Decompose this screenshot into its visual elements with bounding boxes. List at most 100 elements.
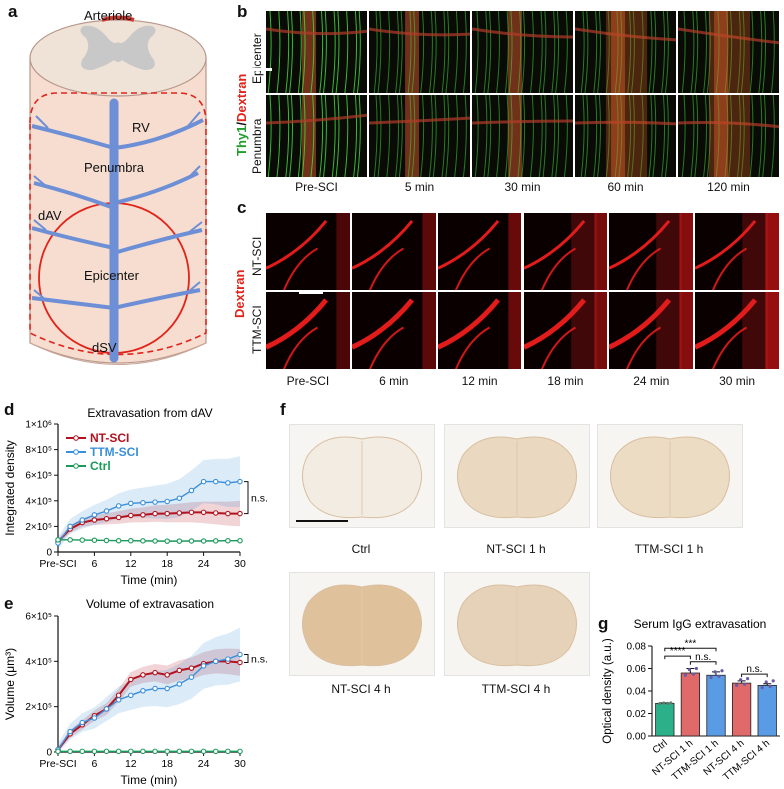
tissue-section [444, 572, 590, 676]
panel-c-letter: c [237, 198, 247, 217]
data-point-ttm-sci [200, 478, 207, 485]
data-dot [669, 701, 673, 705]
micrograph-texture [695, 213, 779, 290]
scale-bar-f [296, 520, 348, 522]
data-dot [709, 675, 713, 680]
time-label-b: 5 min [404, 180, 435, 194]
data-point-ctrl [200, 538, 207, 544]
micrograph-texture [369, 95, 470, 177]
label-arteriole: Arteriole [84, 8, 133, 23]
section-label: Ctrl [351, 542, 371, 556]
stain-thy1: Thy1 [234, 125, 249, 156]
x-axis-label: Time (min) [121, 573, 178, 587]
tissue-section-shape [457, 436, 577, 519]
panel-c-micrographs [265, 212, 780, 370]
data-point-ttm-sci [237, 651, 243, 658]
data-point-nt-sci [164, 672, 170, 678]
panel-c-stain-label: Dextran [232, 269, 247, 318]
data-dot [658, 702, 662, 706]
data-point-ttm-sci [200, 663, 207, 669]
data-dot [768, 684, 772, 689]
vessel-branches [31, 118, 204, 310]
data-point-ctrl [225, 748, 231, 755]
micrograph-tile [694, 291, 780, 370]
time-label-b: 60 min [607, 180, 644, 194]
data-point-ctrl [188, 748, 195, 755]
x-tick-label: 12 [125, 558, 137, 570]
legend-label: NT-SCI [90, 431, 129, 445]
time-label-c: 30 min [719, 374, 756, 388]
vessel-twigs [33, 111, 203, 301]
micrograph-texture [523, 292, 608, 369]
legend-marker [73, 463, 79, 469]
data-point-nt-sci [128, 512, 134, 519]
data-point-nt-sci [115, 514, 122, 521]
tissue-section-shape [457, 584, 577, 667]
micrograph-texture [265, 292, 350, 369]
label-rv: RV [132, 120, 150, 135]
panel-g-letter: g [598, 614, 609, 633]
x-axis-label: Time (min) [121, 773, 178, 787]
stain-separator: / [234, 122, 249, 126]
y-axis-label: Volume (μm³) [3, 648, 17, 720]
data-point-ctrl [164, 538, 170, 544]
data-point-ctrl [237, 748, 243, 755]
tissue-section-shape [610, 436, 730, 519]
data-point-ttm-sci [79, 517, 86, 523]
y-tick-label: 0 [46, 748, 52, 759]
data-point-ttm-sci [237, 478, 243, 485]
data-point-nt-sci [176, 667, 183, 674]
data-point-nt-sci [152, 669, 158, 676]
time-label-c: 24 min [633, 374, 670, 388]
data-point-nt-sci [237, 659, 243, 666]
tissue-section-shape [302, 436, 422, 519]
y-tick-label: 6×10⁵ [25, 471, 52, 482]
micrograph-texture [575, 95, 676, 177]
time-label-b: Pre-SCI [295, 180, 338, 194]
panel-a-letter: a [8, 2, 18, 21]
y-tick-label: 0.08 [627, 642, 647, 653]
micrograph-texture [575, 11, 676, 93]
micrograph-texture [609, 292, 694, 369]
data-dot [683, 673, 687, 677]
data-point-nt-sci [140, 672, 146, 678]
data-point-ttm-sci [212, 478, 219, 485]
label-penumbra: Penumbra [84, 160, 144, 175]
data-point-ctrl [188, 538, 195, 544]
x-tick-label: 12 [125, 758, 137, 770]
penumbra-outline [29, 92, 207, 356]
series-line-ctrl [58, 539, 240, 542]
panel-b-micrographs [265, 10, 780, 178]
data-point-ctrl [225, 537, 231, 544]
data-point-ctrl [91, 537, 98, 543]
y-tick-label: 6×10⁵ [25, 612, 52, 623]
data-dot [666, 701, 670, 706]
micrograph-tile [265, 94, 368, 178]
data-point-nt-sci [176, 510, 183, 516]
data-point-ctrl [79, 748, 86, 755]
micrograph-tile [574, 10, 677, 94]
y-tick-label: 0.02 [627, 709, 647, 720]
data-point-ctrl [55, 748, 61, 755]
data-point-ctrl [103, 748, 110, 755]
scale-bar-c [299, 291, 323, 294]
legend-label: Ctrl [90, 459, 111, 473]
data-point-nt-sci [237, 510, 243, 517]
significance-label: **** [670, 646, 686, 657]
micrograph-tile [368, 10, 471, 94]
chart-title: Extravasation from dAV [87, 406, 212, 420]
y-tick-label: 0.04 [627, 687, 647, 698]
stain-dextran: Dextran [234, 73, 249, 123]
micrograph-texture [351, 213, 436, 290]
micrograph-texture [523, 213, 608, 290]
time-label-b: 30 min [504, 180, 541, 194]
significance-bracket [689, 661, 717, 665]
time-label-c: 6 min [379, 374, 409, 388]
micrograph-texture [369, 11, 470, 93]
data-point-nt-sci [140, 512, 146, 518]
legend-marker [73, 435, 79, 441]
significance-bracket [244, 481, 249, 515]
significance-label: n.s. [251, 493, 268, 505]
significance-label: n.s. [695, 652, 711, 663]
data-point-ttm-sci [188, 674, 195, 680]
